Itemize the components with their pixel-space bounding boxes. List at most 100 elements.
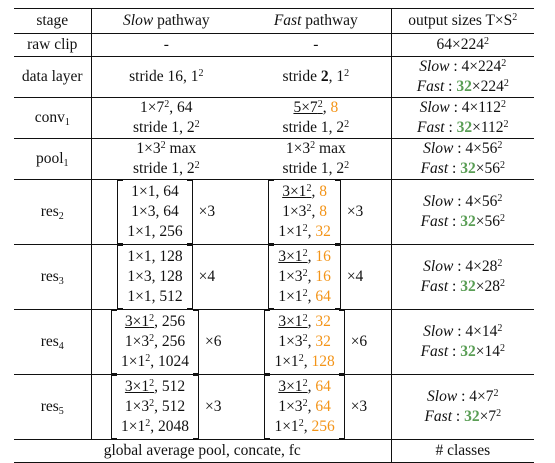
res4-fast-l2-sup: 2 — [302, 333, 308, 344]
res5-fast-l2-sup: 2 — [302, 398, 308, 409]
conv1-slow-channels: , 64 — [169, 99, 193, 116]
raw-clip-fast: - — [241, 33, 392, 57]
pool1-slow-line1: 1×32 max — [92, 139, 242, 159]
data-layer-out-slow-sup: 2 — [501, 58, 507, 69]
res2-slow-times: ×3 — [198, 203, 216, 220]
res3-fast-l3: 1×12, 64 — [278, 288, 331, 305]
res5-slow: 3×12, 512 1×32, 512 1×12, 2048 ×3 — [91, 374, 242, 440]
conv1-out-slow-sup: 2 — [500, 99, 506, 110]
res2-out-fast-post: ×56 — [475, 213, 500, 230]
res5-slow-block: 3×12, 512 1×32, 512 1×12, 2048 ×3 — [111, 375, 222, 439]
pool1-out-slow-sup: 2 — [497, 140, 503, 151]
res5-slow-l1-sup: 2 — [149, 378, 155, 389]
pool1-stage-sub: 1 — [63, 158, 69, 169]
res2-fast-bracket: 3×12, 8 1×32, 8 1×12, 32 — [268, 180, 341, 244]
header-fast-italic: Fast — [273, 12, 302, 29]
res4-out-fast-green: 32 — [460, 343, 476, 360]
res5-fast-l3-ch: 256 — [311, 418, 335, 435]
conv1-fast-underlined: 5×72 — [293, 99, 322, 116]
res4-stage-sub: 4 — [58, 341, 64, 352]
res5-fast-l1-text: 3×1 — [278, 378, 303, 395]
conv1-out-slow-label: Slow — [419, 99, 450, 116]
res3-fast-l1-sup: 2 — [302, 248, 308, 259]
pool1-fast-line1: 1×32 max — [241, 139, 390, 159]
res5-fast-bracket: 3×12, 64 1×32, 64 1×12, 256 — [264, 375, 345, 439]
res2-out-fast-label: Fast — [420, 213, 449, 230]
res3-slow-times: ×4 — [198, 268, 216, 285]
header-stage: stage — [14, 8, 92, 34]
res4-out-fast-post: ×14 — [475, 343, 500, 360]
res2-slow-l2-text: 1×3, 64 — [131, 203, 179, 220]
res4-out-fast-pre: : — [448, 343, 461, 360]
res4-slow-l2-ch: 256 — [161, 333, 186, 350]
row-res4: res4 3×12, 256 1×32, 256 1×12, 1024 ×6 3… — [14, 309, 534, 375]
res2-fast-l2: 1×32, 8 — [282, 203, 327, 220]
res3-fast-l3-text: 1×1 — [278, 288, 303, 305]
res3-slow: 1×1, 128 1×3, 128 1×1, 512 ×4 — [91, 244, 242, 310]
res2-fast-l3-text: 1×1 — [278, 223, 303, 240]
res4-slow-times: ×6 — [205, 333, 222, 350]
footer-left: global average pool, concate, fc — [14, 439, 392, 463]
res4-fast-l2: 1×32, 32 — [278, 333, 331, 350]
res3-slow-l1-text: 1×1, 128 — [127, 248, 183, 265]
res3-out-slow: Slow : 4×282 — [392, 257, 534, 277]
data-layer-out-slow-label: Slow — [419, 58, 450, 75]
conv1-fast-channels: 8 — [330, 99, 339, 116]
header-stage-text: stage — [36, 12, 69, 29]
conv1-out-slow: Slow : 4×1122 — [392, 98, 534, 118]
pool1-fast-kernel-sup: 2 — [310, 140, 316, 151]
pool1-out-fast-label: Fast — [420, 160, 449, 177]
data-layer-out-fast-sup: 2 — [503, 78, 509, 89]
raw-clip-slow: - — [91, 33, 242, 57]
pool1-out-fast: Fast : 32×562 — [392, 159, 534, 179]
res5-stage-text: res — [40, 398, 59, 415]
res5-slow-l2: 1×32, 512 — [124, 398, 186, 415]
header-output: output sizes T×S2 — [391, 8, 534, 34]
data-layer-out-slow: Slow : 4×2242 — [392, 57, 534, 77]
conv1-out-fast-sup: 2 — [503, 119, 509, 130]
res5-out-fast-green: 32 — [464, 408, 480, 425]
res2-slow-l3: 1×1, 256 — [127, 222, 182, 242]
res3-stage-sub: 3 — [58, 276, 64, 287]
res5-slow-l3: 1×12, 2048 — [121, 418, 190, 435]
res5-out-slow-label: Slow — [427, 388, 458, 405]
res2-out-fast-green: 32 — [460, 213, 476, 230]
pool1-fast-line2: stride 1, 22 — [241, 159, 390, 179]
res3-slow-l3: 1×1, 512 — [127, 287, 182, 307]
res4-fast-l2-text: 1×3 — [278, 333, 303, 350]
res2-stage-sub: 2 — [58, 211, 64, 222]
conv1-stage-text: conv — [34, 109, 65, 126]
conv1-fast-kernel-sup: 2 — [317, 99, 323, 110]
res4-slow-block: 3×12, 256 1×32, 256 1×12, 1024 ×6 — [111, 310, 222, 374]
conv1-fast: 5×72, 8 stride 1, 22 — [241, 97, 392, 139]
conv1-slow-stride: stride 1, 2 — [133, 119, 195, 136]
res5-stage-sub: 5 — [58, 406, 64, 417]
res3-fast-l2-text: 1×3 — [278, 268, 303, 285]
res4-slow-l3-text: 1×1 — [121, 353, 146, 370]
conv1-output: Slow : 4×1122 Fast : 32×1122 — [391, 97, 534, 139]
res5-slow-bracket: 3×12, 512 1×32, 512 1×12, 2048 — [111, 375, 200, 439]
res3-fast-l2: 1×32, 16 — [278, 268, 331, 285]
pool1-slow-stride-sup: 2 — [194, 160, 200, 171]
res5-slow-times: ×3 — [205, 398, 222, 415]
res2-fast-l3-ch: 32 — [315, 223, 331, 240]
pool1-stage: pool1 — [14, 138, 92, 180]
pool1-slow-stride: stride 1, 2 — [133, 160, 195, 177]
conv1-slow-kernel: 1×7 — [140, 99, 165, 116]
row-data-layer: data layer stride 16, 12 stride 2, 12 Sl… — [14, 56, 534, 98]
res4-fast-l3: 1×12, 128 — [274, 353, 335, 370]
res2-out-slow-val: : 4×56 — [453, 193, 498, 210]
res3-slow-bracket: 1×1, 128 1×3, 128 1×1, 512 — [117, 245, 193, 309]
data-layer-fast: stride 2, 12 — [241, 56, 392, 98]
res2-slow-bracket: 1×1, 64 1×3, 64 1×1, 256 — [117, 180, 193, 244]
row-res2: res2 1×1, 64 1×3, 64 1×1, 256 ×3 3×12, 8… — [14, 179, 534, 245]
res5-output: Slow : 4×72 Fast : 32×72 — [391, 374, 534, 440]
res3-fast-l1-text: 3×1 — [278, 248, 303, 265]
res5-out-slow-val: : 4×7 — [457, 388, 494, 405]
conv1-fast-line2: stride 1, 22 — [241, 118, 390, 138]
slowfast-architecture-table: stage Slow pathway Fast pathway output s… — [14, 8, 534, 463]
res2-out-fast: Fast : 32×562 — [392, 212, 534, 232]
footer-right: # classes — [391, 439, 534, 463]
data-layer-slow: stride 16, 12 — [91, 56, 242, 98]
res4-fast-l2-ch: 32 — [315, 333, 331, 350]
